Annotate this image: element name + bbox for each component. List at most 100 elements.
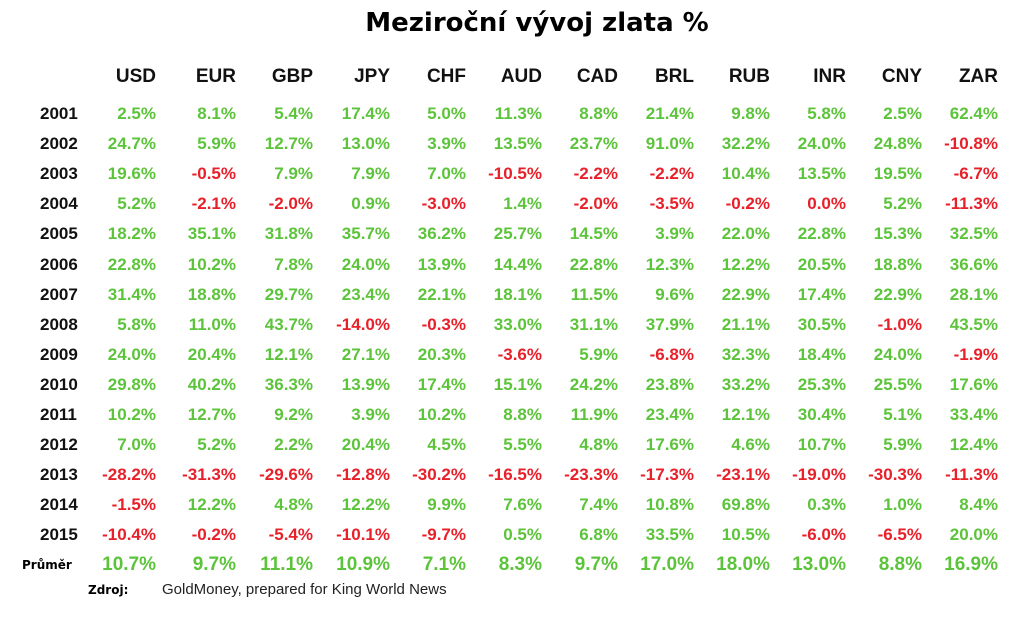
value-cell-2006-eur: 10.2%	[187, 254, 236, 274]
column-header-brl: BRL	[654, 66, 694, 87]
column-header-cny: CNY	[881, 66, 922, 87]
column-header-jpy: JPY	[354, 66, 390, 87]
value-cell-2006-cny: 18.8%	[873, 254, 922, 274]
value-cell-2014-cad: 7.4%	[579, 495, 618, 515]
value-cell-2006-usd: 22.8%	[107, 254, 156, 274]
source-label: Zdroj:	[88, 583, 129, 597]
row-header-2013: 2013	[40, 465, 78, 485]
value-cell-2010-aud: 15.1%	[493, 374, 542, 394]
value-cell-2012-zar: 12.4%	[949, 435, 998, 455]
value-cell-2015-chf: -9.7%	[421, 525, 466, 545]
value-cell-2005-zar: 32.5%	[949, 224, 998, 244]
value-cell-2013-brl: -17.3%	[640, 465, 694, 485]
value-cell-2012-cny: 5.9%	[883, 435, 922, 455]
value-cell-2015-eur: -0.2%	[191, 525, 236, 545]
column-header-usd: USD	[115, 66, 156, 87]
value-cell-2004-jpy: 0.9%	[351, 194, 390, 214]
value-cell-2015-usd: -10.4%	[102, 525, 156, 545]
value-cell-2005-aud: 25.7%	[493, 224, 542, 244]
value-cell-2003-usd: 19.6%	[107, 164, 156, 184]
value-cell-2008-cad: 31.1%	[569, 314, 618, 334]
value-cell-2011-usd: 10.2%	[107, 405, 156, 424]
row-header-2007: 2007	[40, 284, 78, 304]
value-cell-2013-inr: -19.0%	[792, 465, 846, 485]
value-cell-2011-jpy: 3.9%	[351, 405, 390, 424]
value-cell-2013-aud: -16.5%	[488, 465, 542, 485]
average-cell-rub: 18.0%	[716, 554, 770, 575]
value-cell-2001-chf: 5.0%	[427, 104, 466, 123]
value-cell-2009-eur: 20.4%	[187, 344, 236, 364]
value-cell-2009-brl: -6.8%	[649, 344, 694, 364]
average-cell-jpy: 10.9%	[336, 554, 390, 575]
source-text: GoldMoney, prepared for King World News	[162, 581, 447, 598]
value-cell-2010-cny: 25.5%	[873, 374, 922, 394]
value-cell-2008-eur: 11.0%	[188, 314, 236, 334]
value-cell-2009-cny: 24.0%	[873, 344, 922, 364]
value-cell-2007-cny: 22.9%	[873, 284, 922, 304]
value-cell-2010-jpy: 13.9%	[341, 374, 390, 394]
value-cell-2005-cad: 14.5%	[569, 224, 618, 244]
value-cell-2003-cad: -2.2%	[573, 164, 618, 184]
value-cell-2003-aud: -10.5%	[488, 164, 542, 184]
value-cell-2002-zar: -10.8%	[944, 134, 998, 154]
value-cell-2013-usd: -28.2%	[102, 465, 156, 485]
value-cell-2002-rub: 32.2%	[721, 134, 770, 154]
column-header-inr: INR	[813, 66, 846, 87]
value-cell-2005-chf: 36.2%	[417, 224, 466, 244]
value-cell-2011-eur: 12.7%	[187, 405, 236, 424]
average-cell-cad: 9.7%	[574, 554, 618, 575]
value-cell-2006-brl: 12.3%	[645, 254, 694, 274]
value-cell-2006-jpy: 24.0%	[341, 254, 390, 274]
value-cell-2003-jpy: 7.9%	[351, 164, 390, 184]
value-cell-2013-eur: -31.3%	[182, 465, 236, 485]
value-cell-2008-usd: 5.8%	[117, 314, 156, 334]
value-cell-2012-aud: 5.5%	[503, 435, 542, 455]
value-cell-2005-eur: 35.1%	[187, 224, 236, 244]
value-cell-2002-cny: 24.8%	[873, 134, 922, 154]
value-cell-2002-cad: 23.7%	[569, 134, 618, 154]
value-cell-2007-aud: 18.1%	[493, 284, 542, 304]
value-cell-2009-jpy: 27.1%	[341, 344, 390, 364]
column-header-eur: EUR	[195, 66, 236, 87]
value-cell-2006-chf: 13.9%	[417, 254, 466, 274]
value-cell-2009-inr: 18.4%	[797, 344, 846, 364]
value-cell-2009-rub: 32.3%	[721, 344, 770, 364]
value-cell-2015-gbp: -5.4%	[268, 525, 313, 545]
row-header-2005: 2005	[40, 224, 78, 244]
row-header-2003: 2003	[40, 164, 78, 184]
value-cell-2010-eur: 40.2%	[187, 374, 236, 394]
value-cell-2001-cad: 8.8%	[579, 104, 618, 123]
value-cell-2002-gbp: 12.7%	[264, 134, 313, 154]
value-cell-2008-cny: -1.0%	[877, 314, 922, 334]
average-cell-aud: 8.3%	[498, 554, 542, 575]
value-cell-2011-cny: 5.1%	[883, 405, 922, 424]
value-cell-2001-jpy: 17.4%	[341, 104, 390, 123]
value-cell-2006-aud: 14.4%	[493, 254, 542, 274]
value-cell-2015-zar: 20.0%	[949, 525, 998, 545]
value-cell-2007-zar: 28.1%	[949, 284, 998, 304]
value-cell-2001-eur: 8.1%	[197, 104, 236, 123]
value-cell-2003-brl: -2.2%	[649, 164, 694, 184]
row-header-2010: 2010	[40, 374, 78, 394]
column-header-zar: ZAR	[958, 66, 998, 87]
value-cell-2010-brl: 23.8%	[645, 374, 694, 394]
value-cell-2008-gbp: 43.7%	[264, 314, 313, 334]
value-cell-2003-inr: 13.5%	[797, 164, 846, 184]
value-cell-2014-gbp: 4.8%	[274, 495, 313, 515]
value-cell-2010-inr: 25.3%	[797, 374, 846, 394]
average-cell-cny: 8.8%	[878, 554, 922, 575]
value-cell-2015-brl: 33.5%	[645, 525, 694, 545]
value-cell-2014-usd: -1.5%	[111, 495, 156, 515]
value-cell-2007-eur: 18.8%	[187, 284, 236, 304]
value-cell-2014-eur: 12.2%	[187, 495, 236, 515]
value-cell-2010-zar: 17.6%	[949, 374, 998, 394]
value-cell-2013-zar: -11.3%	[945, 465, 998, 485]
value-cell-2002-eur: 5.9%	[197, 134, 236, 154]
value-cell-2002-jpy: 13.0%	[341, 134, 390, 154]
value-cell-2010-cad: 24.2%	[569, 374, 618, 394]
value-cell-2008-brl: 37.9%	[645, 314, 694, 334]
value-cell-2011-inr: 30.4%	[797, 405, 846, 424]
value-cell-2004-chf: -3.0%	[421, 194, 466, 214]
value-cell-2007-rub: 22.9%	[721, 284, 770, 304]
column-header-gbp: GBP	[271, 66, 313, 87]
